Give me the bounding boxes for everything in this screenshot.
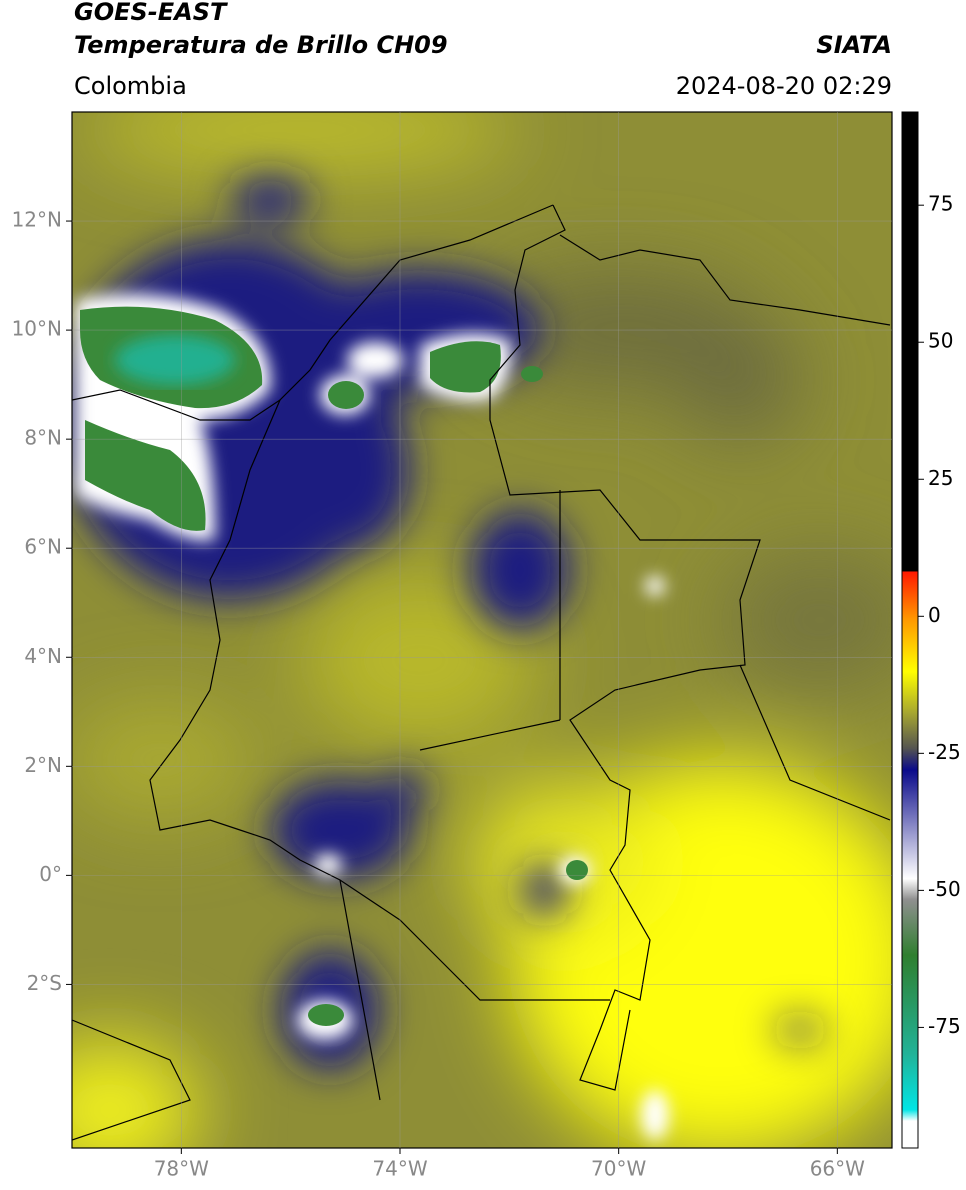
colorbar-tick-label: -25 [928,740,961,764]
lon-tick-label: 78°W [154,1157,209,1181]
colorbar-tick-label: 75 [928,192,953,216]
lon-tick-label: 74°W [372,1157,427,1181]
borders [72,204,891,1141]
map-frame [71,111,893,1149]
colorbar-tick-label: 50 [928,329,953,353]
colorbar [901,111,919,1149]
lat-tick-label: 2°N [24,753,62,777]
colorbar-tick-label: 0 [928,603,941,627]
lon-tick-label: 66°W [810,1157,865,1181]
lat-tick-label: 8°N [24,426,62,450]
colorbar-tick-label: 25 [928,466,953,490]
lat-tick-label: 0° [39,862,62,886]
region: Colombia [74,72,187,100]
product: Temperatura de Brillo CH09 [74,31,448,59]
lat-tick-label: 6°N [24,535,62,559]
lon-tick-label: 70°W [591,1157,646,1181]
colorbar-tick-label: -75 [928,1014,961,1038]
satellite: GOES-EAST [74,0,228,26]
source: SIATA [816,31,892,59]
lat-tick-label: 12°N [12,208,62,232]
colorbar-tick-label: -50 [928,877,961,901]
lat-tick-label: 4°N [24,644,62,668]
lat-tick-label: 10°N [12,317,62,341]
datetime: 2024-08-20 02:29 [676,72,892,100]
satellite-image [72,112,892,1148]
lat-tick-label: 2°S [27,971,62,995]
